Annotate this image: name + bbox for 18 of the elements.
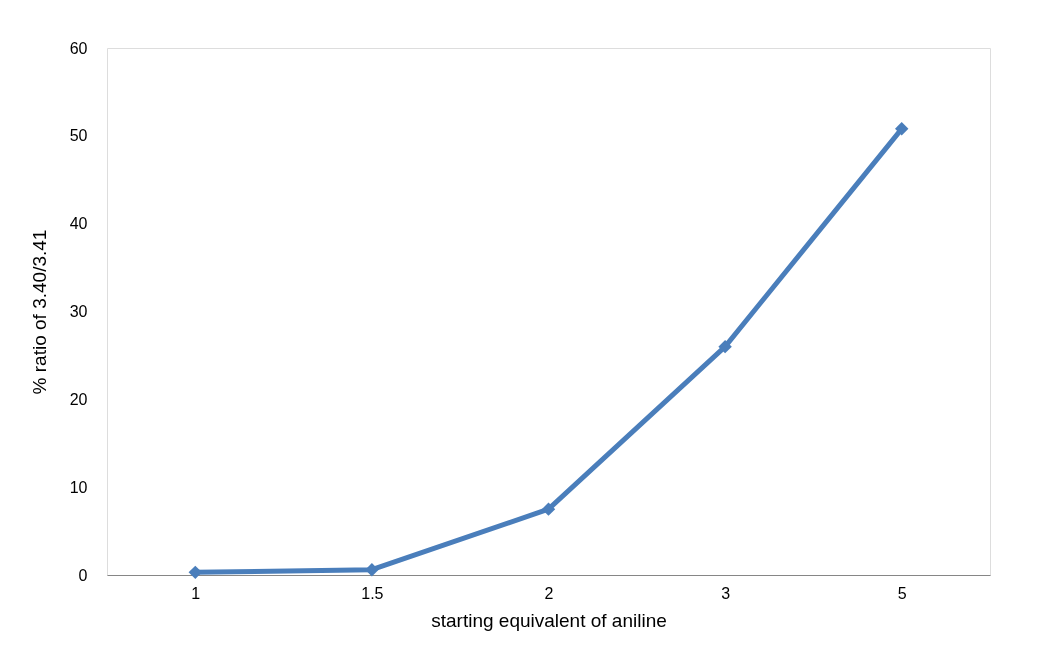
point bbox=[894, 122, 909, 136]
x-tick-label: 5 bbox=[897, 584, 907, 602]
point bbox=[718, 339, 732, 354]
x-tick-label: 3 bbox=[721, 584, 731, 602]
y-tick-label: 0 bbox=[78, 566, 88, 584]
point bbox=[365, 563, 379, 577]
y-tick-label: 30 bbox=[69, 303, 88, 320]
x-tick-label: 1 bbox=[191, 584, 201, 602]
x-tick-label: 2 bbox=[544, 584, 554, 602]
y-axis-title: % ratio of 3.40/3.41 bbox=[28, 229, 50, 395]
y-tick-label: 40 bbox=[69, 215, 88, 233]
point bbox=[541, 502, 556, 516]
y-tick-label: 60 bbox=[69, 39, 88, 57]
y-tick-label: 20 bbox=[69, 390, 88, 408]
x-tick-label: 1.5 bbox=[361, 584, 384, 602]
y-tick-label: 50 bbox=[69, 127, 88, 145]
x-axis-title: starting equivalent of aniline bbox=[431, 609, 667, 631]
y-tick-label: 10 bbox=[69, 478, 88, 496]
